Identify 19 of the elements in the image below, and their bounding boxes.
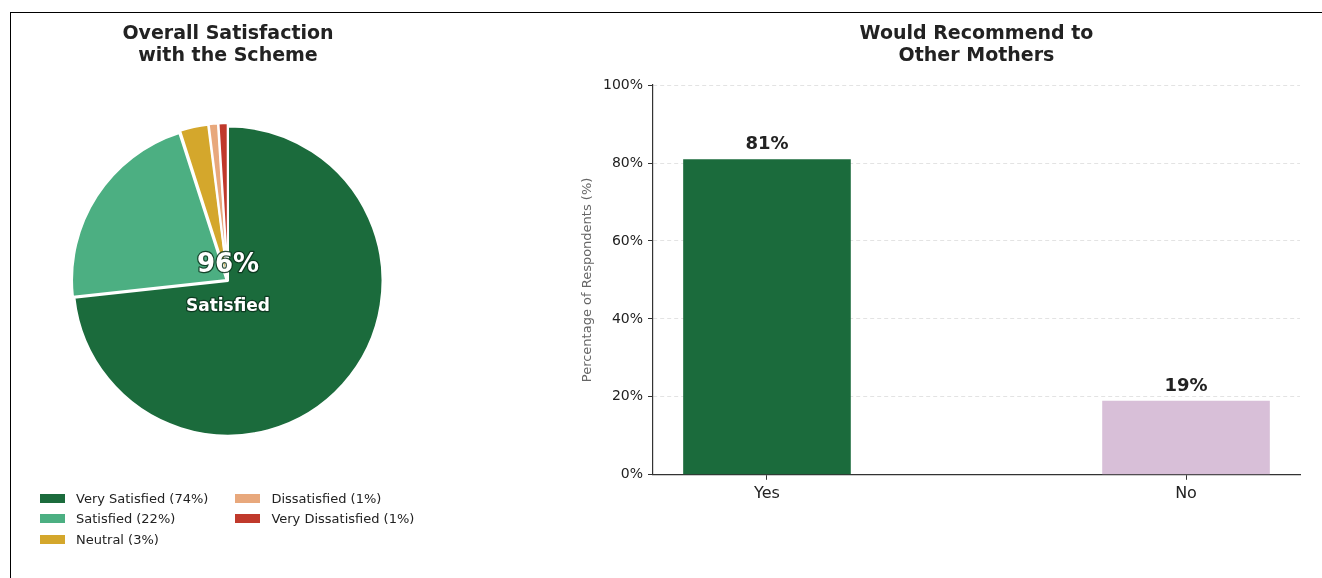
chart-title: Overall Satisfaction with the Scheme	[122, 20, 334, 65]
legend-label: Very Satisfied (74%)	[76, 490, 209, 506]
y-tick-label: 40%	[611, 309, 643, 326]
chart-title: Would Recommend to Other Mothers	[859, 20, 1094, 65]
data-label: 81%	[745, 132, 789, 154]
x-tick-label: Yes	[753, 482, 780, 502]
y-tick-label: 80%	[611, 153, 643, 170]
y-tick-label: 100%	[602, 75, 643, 92]
y-tick-label: 0%	[620, 465, 643, 482]
legend-label: Satisfied (22%)	[76, 511, 176, 527]
legend-label: Dissatisfied (1%)	[271, 490, 382, 506]
data-label: 19%	[1164, 373, 1208, 395]
y-tick-label: 20%	[611, 387, 643, 404]
legend-label: Neutral (3%)	[76, 531, 159, 547]
y-axis-title: Percentage of Respondents (%)	[579, 177, 595, 383]
text: Satisfied	[185, 295, 271, 316]
legend-label: Very Dissatisfied (1%)	[271, 511, 415, 527]
x-tick-label: No	[1175, 482, 1197, 502]
y-tick-label: 60%	[611, 231, 643, 248]
